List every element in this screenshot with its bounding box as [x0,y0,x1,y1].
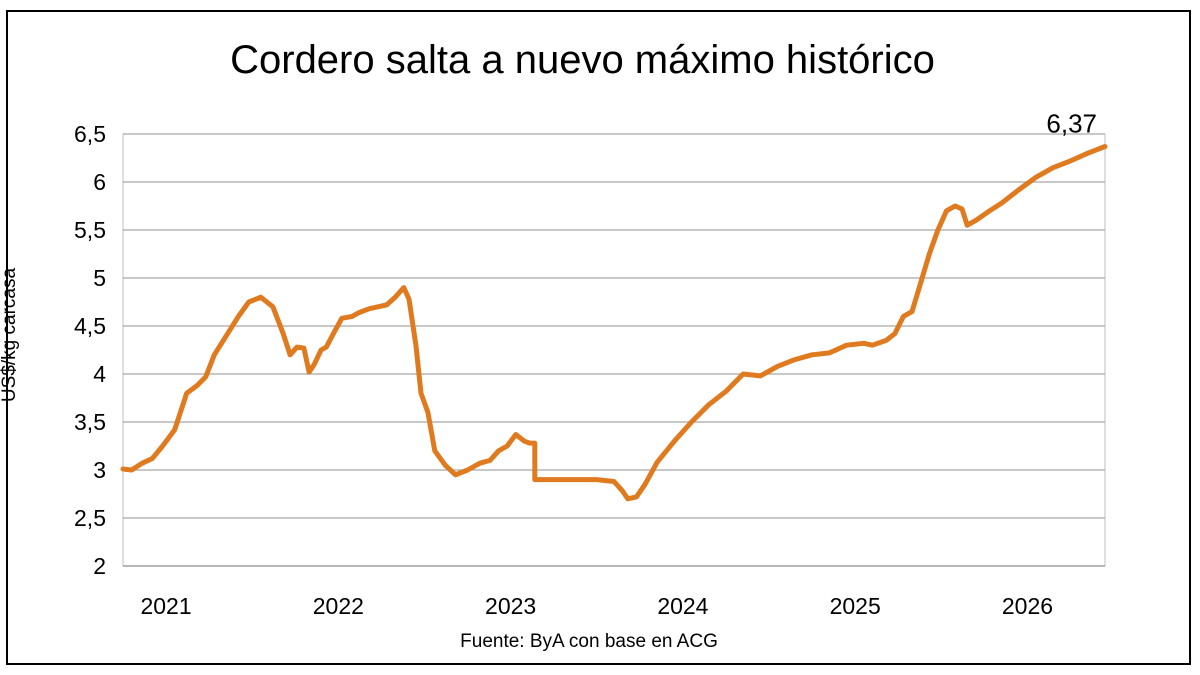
y-tick-label: 5 [93,265,106,291]
y-tick-label: 6 [93,169,106,195]
x-tick-label: 2022 [313,593,364,619]
y-tick-label: 5,5 [74,217,106,243]
x-tick-label: 2026 [1002,593,1053,619]
y-tick-label: 2,5 [74,505,106,531]
y-tick-label: 6,5 [74,121,106,147]
x-tick-label: 2021 [140,593,191,619]
chart-title: Cordero salta a nuevo máximo histórico [230,38,935,82]
y-tick-label: 3,5 [74,409,106,435]
x-tick-label: 2023 [485,593,536,619]
source-note: Fuente: ByA con base en ACG [460,631,718,652]
y-tick-label: 3 [93,457,106,483]
x-tick-label: 2025 [830,593,881,619]
y-tick-label: 4,5 [74,313,106,339]
chart-frame [6,10,1191,665]
last-value-label: 6,37 [1046,108,1097,138]
y-tick-label: 4 [93,361,106,387]
series-line [120,144,1108,502]
y-tick-label: 2 [93,553,106,579]
x-tick-label: 2024 [657,593,708,619]
